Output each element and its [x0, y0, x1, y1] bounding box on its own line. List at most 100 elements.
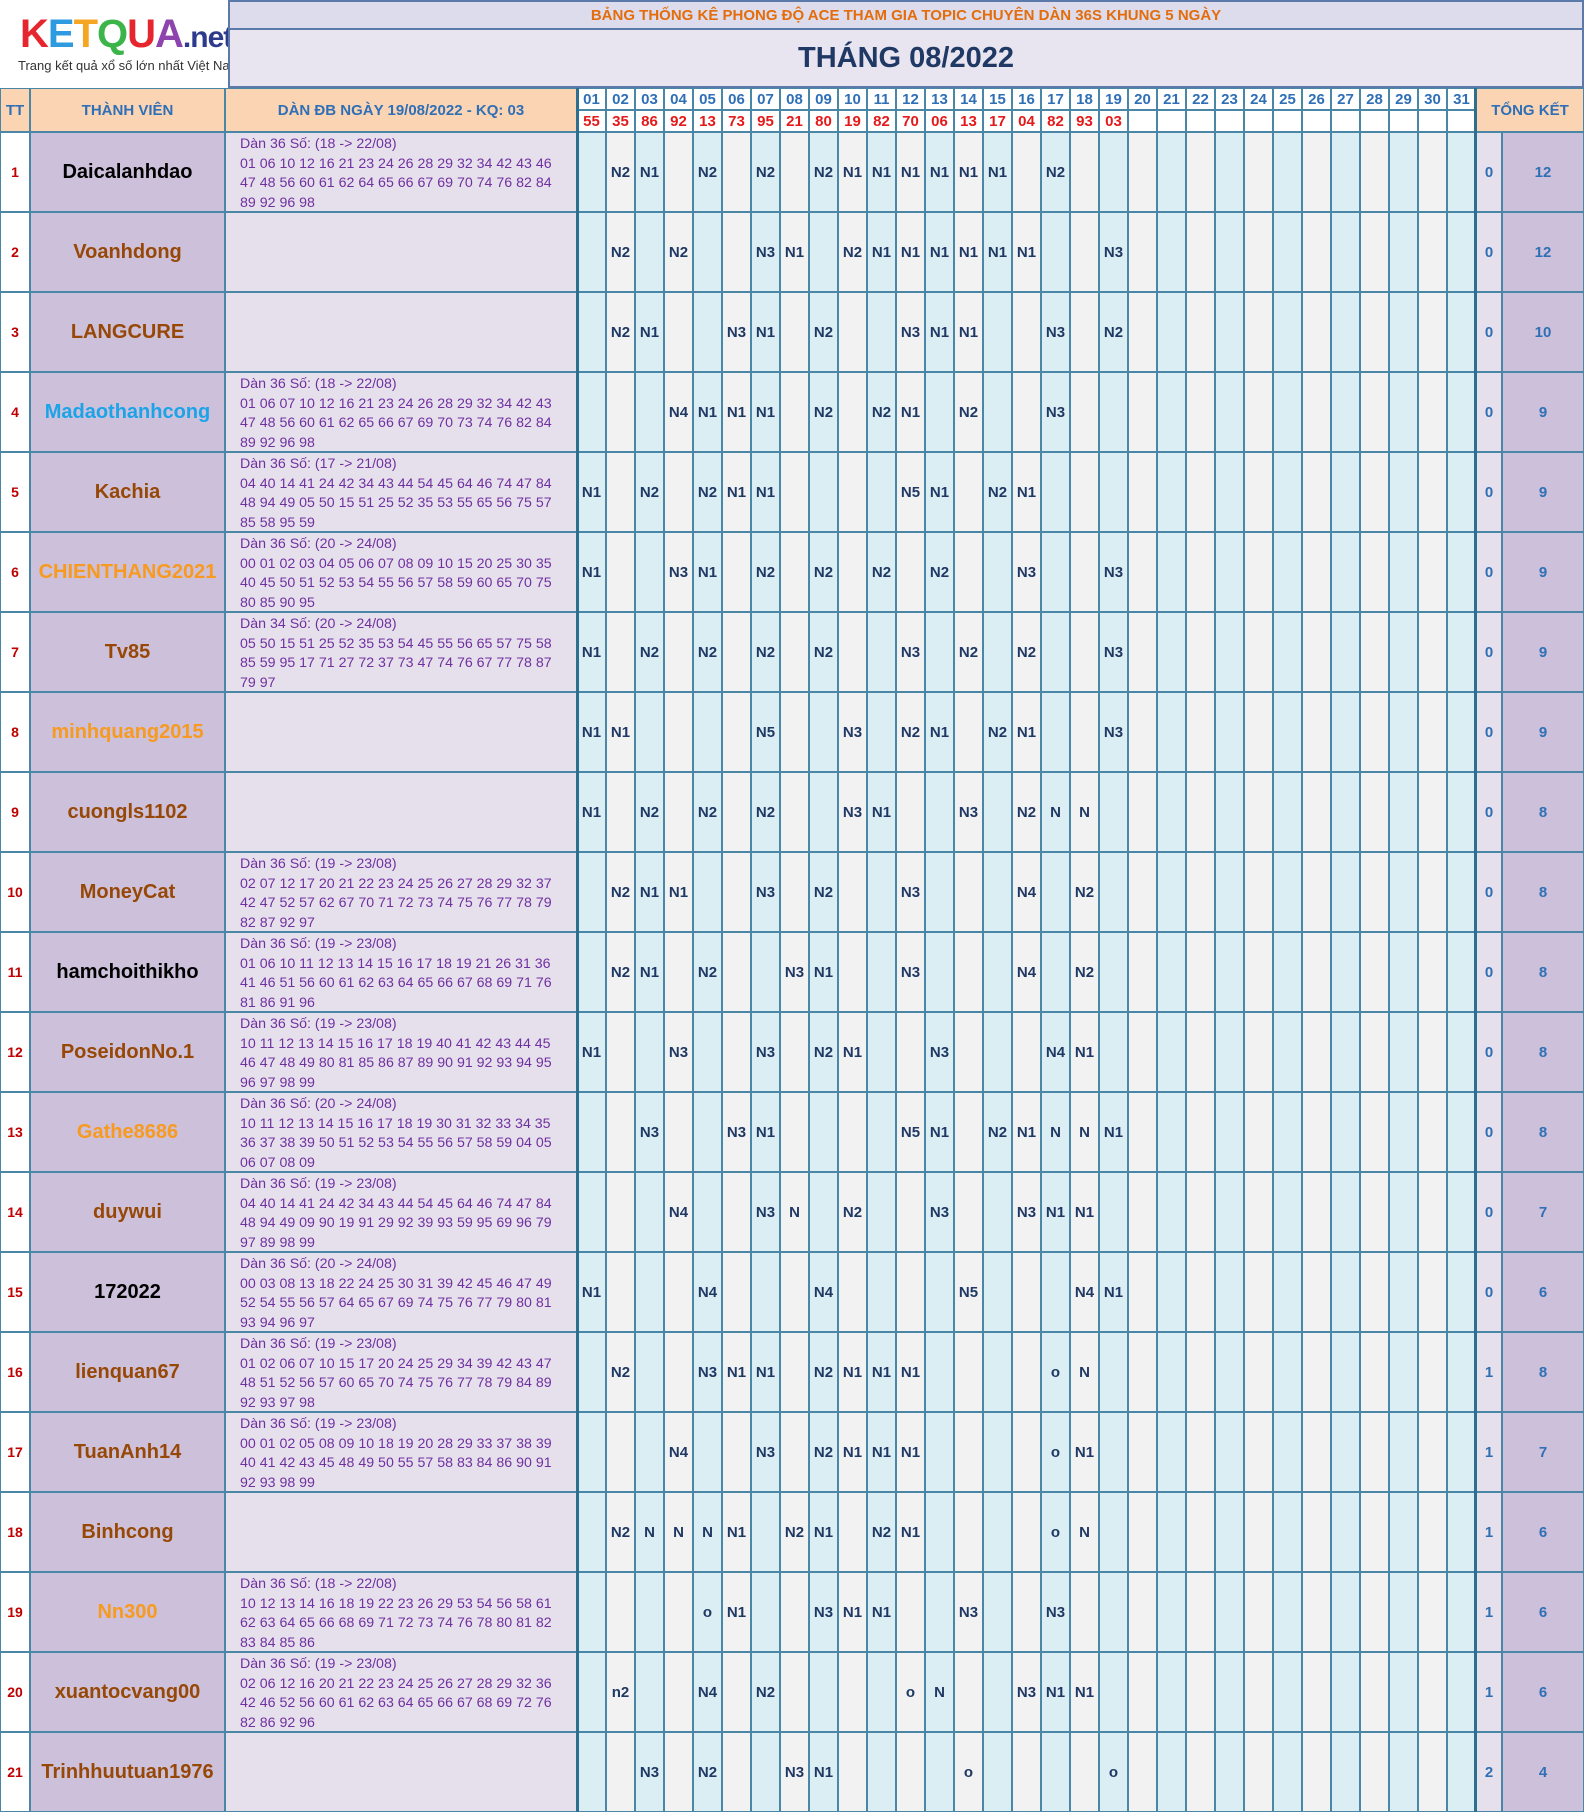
- dan-line: 00 01 02 05 08 09 10 18 19 20 28 29 33 3…: [240, 1435, 552, 1452]
- day-mark: [925, 1252, 954, 1332]
- day-mark: [1302, 452, 1331, 532]
- day-mark: [1157, 1012, 1186, 1092]
- day-mark: N: [925, 1652, 954, 1732]
- day-mark: [1389, 1572, 1418, 1652]
- day-mark: N3: [896, 852, 925, 932]
- logo-domain: .net: [182, 21, 233, 54]
- day-result: [1302, 110, 1331, 132]
- dan-line: Dàn 36 Số: (19 -> 23/08): [240, 1176, 397, 1192]
- day-mark: [1099, 452, 1128, 532]
- dan-line: Dàn 36 Số: (18 -> 22/08): [240, 376, 397, 392]
- day-mark: N1: [1070, 1412, 1099, 1492]
- day-mark: [1273, 1572, 1302, 1652]
- day-mark: [1360, 212, 1389, 292]
- day-mark: [606, 1012, 635, 1092]
- day-mark: [635, 1572, 664, 1652]
- member-name: Daicalanhdao: [30, 132, 225, 212]
- day-mark: [1273, 1172, 1302, 1252]
- day-mark: [954, 932, 983, 1012]
- member-name: Gathe8686: [30, 1092, 225, 1172]
- day-mark: N2: [635, 452, 664, 532]
- day-mark: [1331, 932, 1360, 1012]
- day-mark: N1: [838, 132, 867, 212]
- day-mark: [1244, 292, 1273, 372]
- day-mark: N2: [751, 132, 780, 212]
- day-mark: [1186, 1732, 1215, 1812]
- dan-numbers: Dàn 36 Số: (18 -> 22/08) 01 06 07 10 12 1…: [225, 372, 577, 452]
- day-mark: N2: [838, 212, 867, 292]
- member-name: duywui: [30, 1172, 225, 1252]
- day-mark: [1389, 452, 1418, 532]
- member-name: Madaothanhcong: [30, 372, 225, 452]
- day-mark: [809, 1652, 838, 1732]
- dan-numbers: Dàn 36 Số: (19 -> 23/08) 01 06 10 11 12 1…: [225, 932, 577, 1012]
- day-mark: [606, 772, 635, 852]
- day-mark: [1244, 1172, 1273, 1252]
- day-mark: [1099, 1012, 1128, 1092]
- member-name: LANGCURE: [30, 292, 225, 372]
- dan-line: 48 94 49 09 90 19 91 29 92 39 93 59 95 6…: [240, 1215, 552, 1231]
- total-score: 9: [1502, 532, 1584, 612]
- day-mark: N3: [896, 612, 925, 692]
- day-mark: [780, 1652, 809, 1732]
- day-mark: [1360, 1172, 1389, 1252]
- total-win: 0: [1476, 1252, 1502, 1332]
- logo[interactable]: KETQUA.net Trang kết quả xổ số lớn nhất …: [0, 0, 240, 88]
- day-mark: [1128, 1172, 1157, 1252]
- day-mark: [1447, 1732, 1476, 1812]
- day-mark: N: [1070, 1332, 1099, 1412]
- day-mark: N2: [606, 932, 635, 1012]
- day-mark: [1418, 1572, 1447, 1652]
- day-mark: N3: [1012, 1652, 1041, 1732]
- day-mark: N2: [780, 1492, 809, 1572]
- day-mark: [1157, 1732, 1186, 1812]
- col-header-total: TỔNG KẾT: [1476, 88, 1584, 132]
- day-mark: N3: [838, 772, 867, 852]
- day-mark: [1389, 1172, 1418, 1252]
- day-mark: N4: [693, 1252, 722, 1332]
- dan-line: 92 93 97 98: [240, 1394, 315, 1411]
- day-number: 04: [664, 88, 693, 110]
- logo-letters: KETQUA: [20, 12, 184, 56]
- day-mark: [1447, 1012, 1476, 1092]
- day-mark: N2: [751, 1652, 780, 1732]
- day-result: 17: [983, 110, 1012, 132]
- day-mark: N1: [1012, 212, 1041, 292]
- day-mark: N2: [867, 532, 896, 612]
- day-mark: [1128, 932, 1157, 1012]
- day-mark: [1273, 132, 1302, 212]
- day-mark: N2: [809, 612, 838, 692]
- day-mark: N1: [896, 1412, 925, 1492]
- day-result: [1186, 110, 1215, 132]
- day-mark: [1360, 1252, 1389, 1332]
- total-score: 6: [1502, 1652, 1584, 1732]
- day-mark: N2: [606, 1492, 635, 1572]
- day-mark: [1070, 612, 1099, 692]
- day-mark: [1418, 452, 1447, 532]
- logo-wordmark: KETQUA.net: [20, 12, 233, 56]
- day-result: [1128, 110, 1157, 132]
- member-name: minhquang2015: [30, 692, 225, 772]
- day-mark: [1070, 692, 1099, 772]
- dan-line: Dàn 36 Số: (20 -> 24/08): [240, 536, 397, 552]
- day-mark: N1: [896, 372, 925, 452]
- day-mark: [1360, 692, 1389, 772]
- member-name: CHIENTHANG2021: [30, 532, 225, 612]
- day-mark: [838, 852, 867, 932]
- day-mark: N4: [664, 1412, 693, 1492]
- total-score: 4: [1502, 1732, 1584, 1812]
- total-score: 9: [1502, 452, 1584, 532]
- day-number: 07: [751, 88, 780, 110]
- dan-numbers: Dàn 36 Số: (19 -> 23/08) 02 07 12 17 20 2…: [225, 852, 577, 932]
- dan-line: 40 41 42 43 45 48 49 50 55 57 58 83 84 8…: [240, 1455, 552, 1471]
- day-number: 17: [1041, 88, 1070, 110]
- day-number: 15: [983, 88, 1012, 110]
- day-mark: n2: [606, 1652, 635, 1732]
- dan-numbers: Dàn 36 Số: (19 -> 23/08) 02 06 12 16 20 2…: [225, 1652, 577, 1732]
- day-mark: o: [896, 1652, 925, 1732]
- dan-line: Dàn 36 Số: (19 -> 23/08): [240, 856, 397, 872]
- day-mark: [1128, 1732, 1157, 1812]
- day-mark: [1215, 1412, 1244, 1492]
- total-win: 2: [1476, 1732, 1502, 1812]
- day-mark: [838, 1492, 867, 1572]
